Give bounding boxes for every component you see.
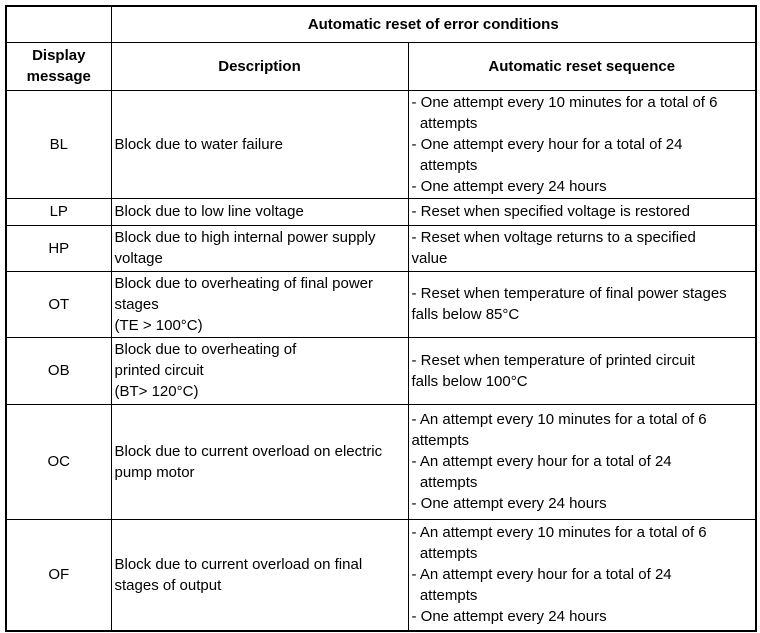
sequence-cell: - Reset when specified voltage is restor…: [407, 197, 757, 226]
display-code-cell: OF: [5, 518, 112, 632]
table-row-lp: LP Block due to low line voltage - Reset…: [5, 197, 757, 226]
description-cell: Block due to current overload on final s…: [110, 518, 409, 632]
error-conditions-table: Automatic reset of error conditions Disp…: [5, 5, 757, 632]
display-code-cell: OC: [5, 403, 112, 520]
display-code-cell: LP: [5, 197, 112, 226]
description-cell: Block due to overheating of final power …: [110, 270, 409, 338]
sequence-cell: - An attempt every 10 minutes for a tota…: [407, 518, 757, 632]
description-cell: Block due to current overload on electri…: [110, 403, 409, 520]
sequence-cell: - One attempt every 10 minutes for a tot…: [407, 89, 757, 199]
display-code-cell: HP: [5, 224, 112, 272]
table-row-hp: HP Block due to high internal power supp…: [5, 224, 757, 272]
column-header-reset-sequence: Automatic reset sequence: [407, 41, 757, 91]
table-row-of: OF Block due to current overload on fina…: [5, 518, 757, 632]
description-cell: Block due to water failure: [110, 89, 409, 199]
empty-corner-cell: [5, 5, 112, 43]
column-header-row: Display message Description Automatic re…: [5, 41, 757, 91]
table-row-oc: OC Block due to current overload on elec…: [5, 403, 757, 520]
column-header-display-message: Display message: [5, 41, 112, 91]
table-title-row: Automatic reset of error conditions: [5, 5, 757, 43]
column-header-description: Description: [110, 41, 409, 91]
sequence-cell: - An attempt every 10 minutes for a tota…: [407, 403, 757, 520]
sequence-cell: - Reset when temperature of printed circ…: [407, 336, 757, 405]
description-cell: Block due to low line voltage: [110, 197, 409, 226]
table-row-ot: OT Block due to overheating of final pow…: [5, 270, 757, 338]
table-row-ob: OB Block due to overheating of printed c…: [5, 336, 757, 405]
display-code-cell: OB: [5, 336, 112, 405]
sequence-cell: - Reset when temperature of final power …: [407, 270, 757, 338]
description-cell: Block due to overheating of printed circ…: [110, 336, 409, 405]
display-code-cell: OT: [5, 270, 112, 338]
display-code-cell: BL: [5, 89, 112, 199]
table-row-bl: BL Block due to water failure - One atte…: [5, 89, 757, 199]
description-cell: Block due to high internal power supply …: [110, 224, 409, 272]
sequence-cell: - Reset when voltage returns to a specif…: [407, 224, 757, 272]
table-title: Automatic reset of error conditions: [110, 5, 757, 43]
